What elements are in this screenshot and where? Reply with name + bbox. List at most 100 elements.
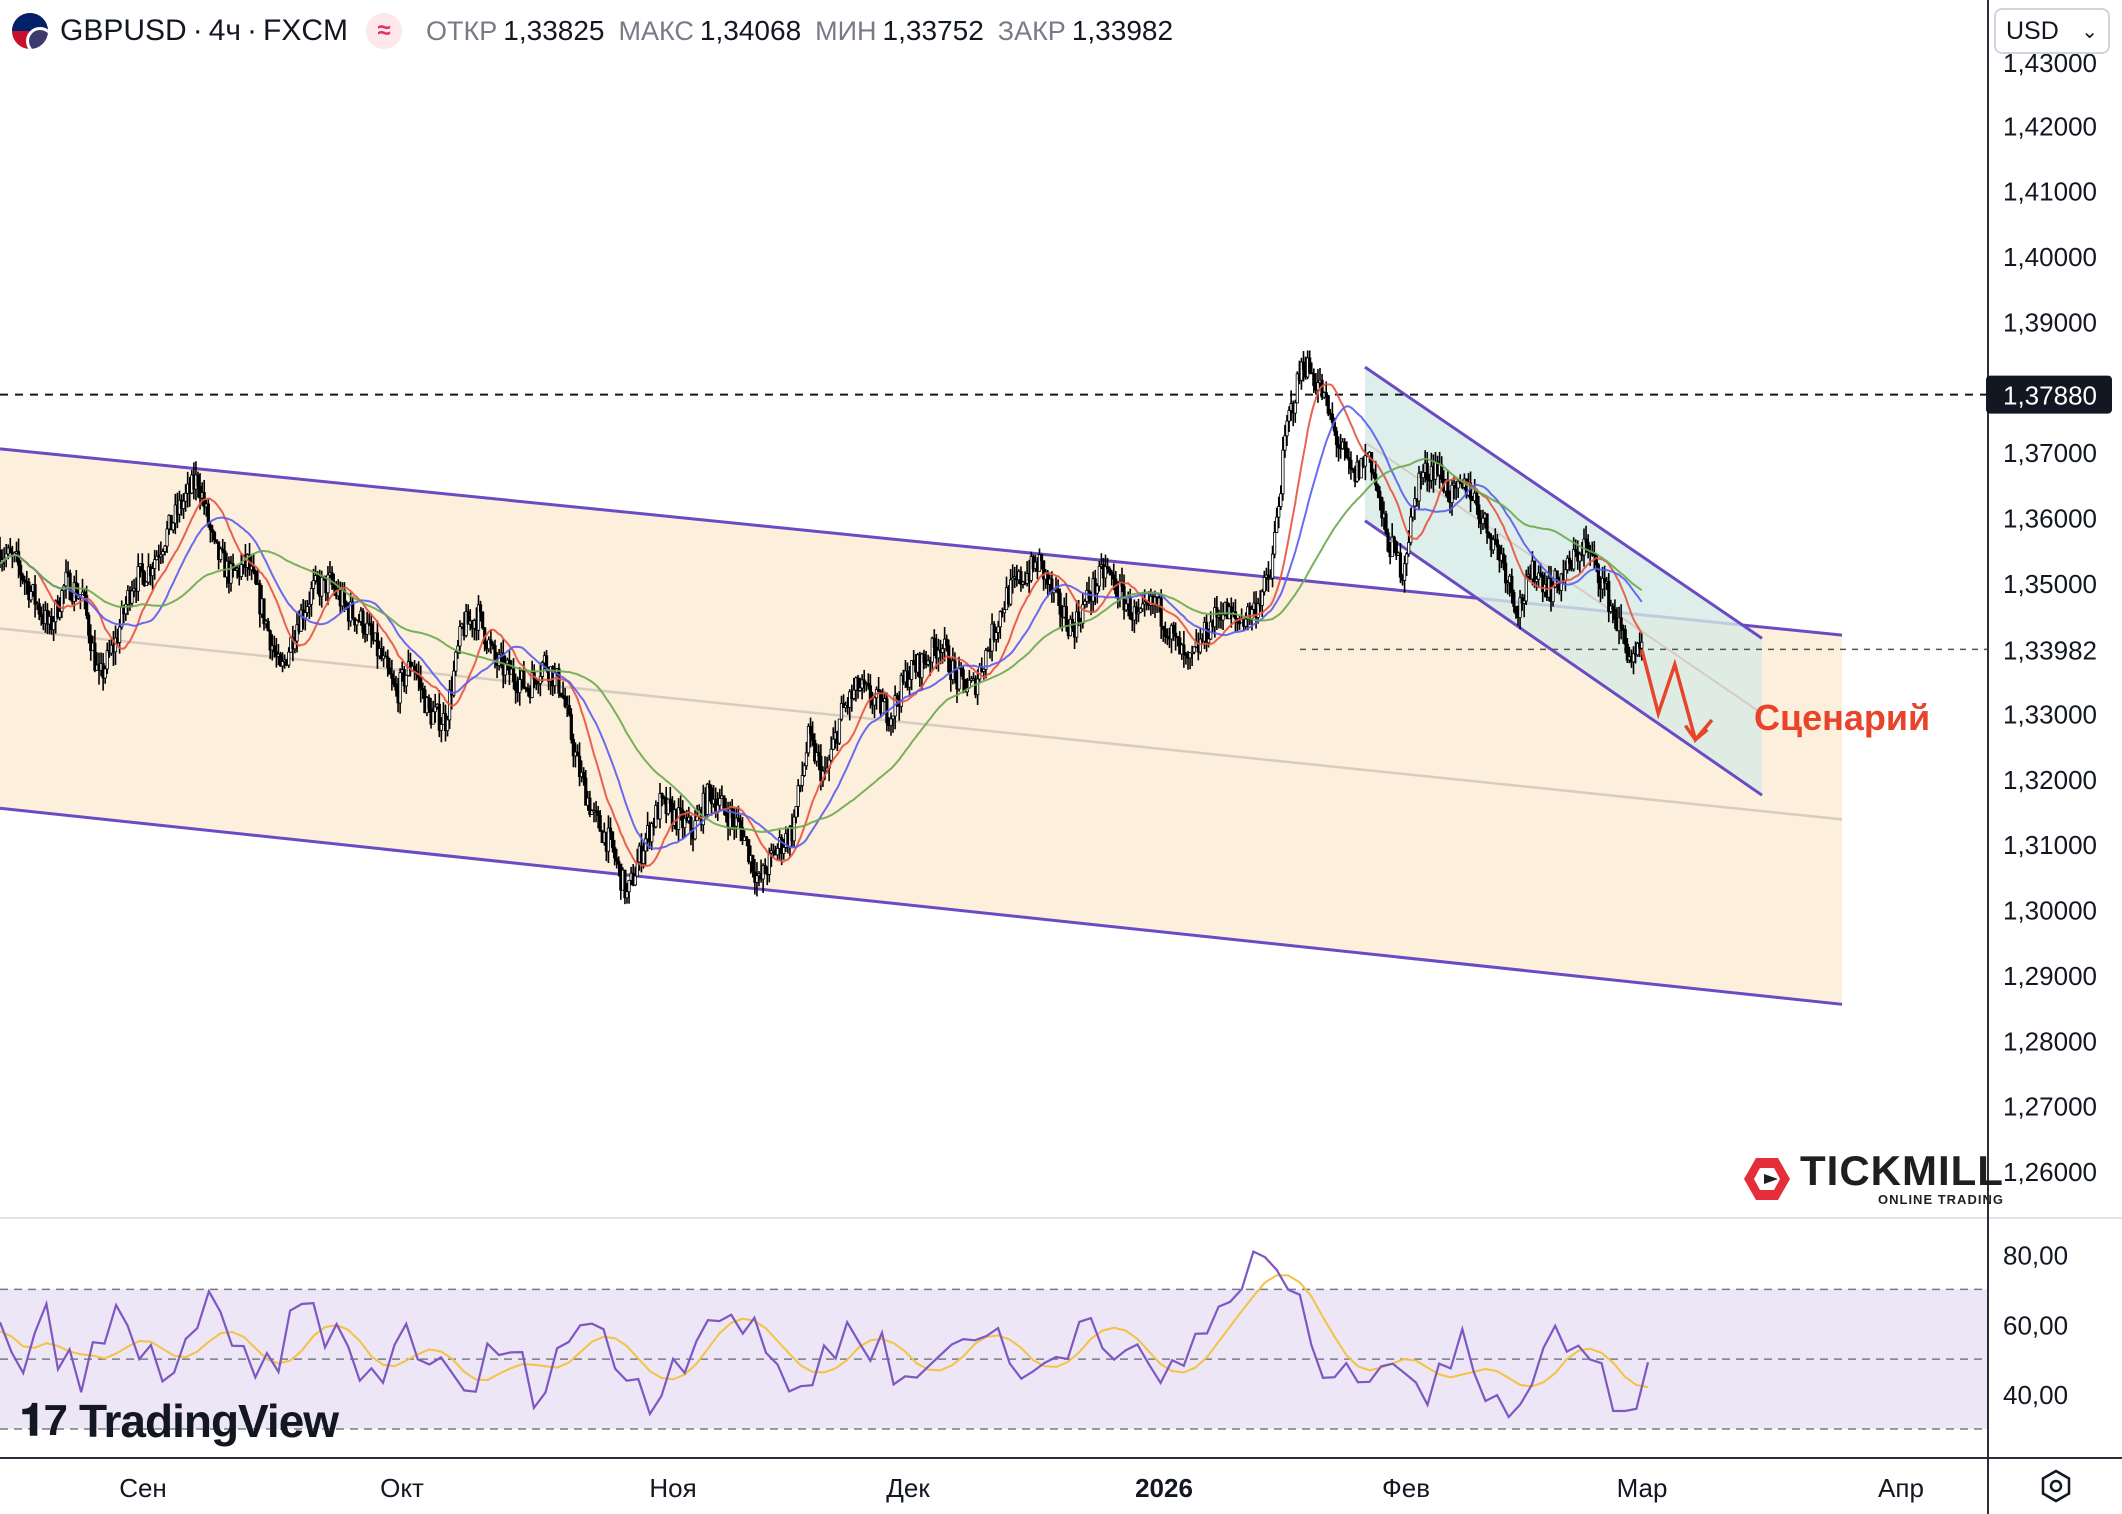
candle-body [369, 623, 373, 636]
interval-label[interactable]: 4ч [208, 14, 242, 47]
candle-body [1159, 597, 1163, 627]
rsi-tick-label: 60,00 [2003, 1310, 2068, 1340]
candle-body [1134, 606, 1139, 615]
candle-body [738, 820, 743, 829]
candle-body [293, 640, 297, 650]
rsi-signal-line[interactable] [0, 1274, 1649, 1389]
candle-body [561, 695, 565, 698]
candle-body [1260, 591, 1264, 606]
candle-body [458, 626, 462, 647]
candle-body [1413, 498, 1417, 507]
candle-body [872, 697, 877, 706]
candle-body [1112, 574, 1116, 580]
price-tick-label: 1,30000 [2003, 896, 2097, 926]
candle-body [1256, 603, 1260, 618]
candle-body [52, 621, 56, 631]
approx-data-icon[interactable]: ≈ [366, 13, 403, 49]
price-axis[interactable]: 1,42000 1,41000 1,40000 1,39000 1,37000 1,360… [1986, 0, 2112, 1514]
candle-body [1136, 611, 1141, 615]
candle-body [1369, 451, 1374, 473]
small-channel-lower-line[interactable] [1364, 519, 1763, 797]
rsi-line[interactable] [0, 1249, 1650, 1419]
time-tick-label: Окт [380, 1473, 424, 1503]
time-axis[interactable]: Сен Окт Ноя Дек 2026 Фев Мар Апр [0, 1457, 2122, 1503]
candle-body [679, 807, 683, 811]
candle-body [811, 733, 815, 741]
candle-body [239, 564, 243, 577]
ma-slow-line[interactable] [0, 457, 1643, 833]
price-tick-label: 1,37000 [2003, 438, 2097, 468]
candle-body [1334, 430, 1339, 446]
candle-body [912, 660, 916, 666]
candle-body [976, 678, 980, 696]
candle-body [617, 860, 621, 865]
candle-body [1347, 457, 1351, 461]
symbol-name[interactable]: GBPUSD [60, 14, 187, 47]
candle-body [1042, 560, 1046, 580]
tradingview-name: TradingView [78, 1395, 339, 1447]
candle-body [635, 861, 639, 877]
candle-body [181, 500, 186, 509]
main-channel-midline [0, 627, 1843, 821]
time-tick-label: Ноя [649, 1473, 696, 1503]
candle-body [1283, 435, 1287, 451]
current-price-label: 1,33982 [2003, 635, 2097, 665]
candle-body [610, 831, 615, 848]
candle-body [136, 566, 140, 592]
candle-body [466, 611, 470, 625]
candle-body [767, 852, 771, 875]
small-channel-upper-line[interactable] [1364, 365, 1763, 640]
low-label: МИН [815, 15, 877, 46]
level-price-tag[interactable] [1986, 375, 2112, 414]
candle-body [326, 574, 330, 594]
ma-fast-line[interactable] [0, 382, 1643, 868]
candle-body [87, 614, 91, 636]
candle-body [910, 660, 914, 680]
candle-body [16, 551, 21, 566]
candle-body [390, 673, 394, 679]
main-channel-lower-line[interactable] [0, 806, 1843, 1006]
candle-body [85, 595, 89, 616]
candle-body [431, 711, 435, 725]
currency-select[interactable]: USD ⌄ [1994, 8, 2110, 54]
candle-body [365, 622, 369, 635]
candle-body [1450, 484, 1454, 504]
candle-body [606, 827, 611, 852]
ma-mid-line[interactable] [0, 405, 1643, 850]
candle-body [278, 653, 283, 667]
candle-body [184, 492, 188, 502]
separator-dot: · [192, 14, 203, 47]
price-tick-label: 1,42000 [2003, 111, 2097, 141]
main-pane[interactable]: Сценарий [0, 350, 2122, 1219]
price-tick-label: 1,27000 [2003, 1092, 2097, 1122]
candle-body [815, 752, 819, 762]
candle-body [394, 683, 398, 691]
candle-body [718, 798, 722, 806]
tradingview-logo[interactable]: 𝟏7 TradingView [20, 1394, 339, 1448]
candle-body [1190, 651, 1194, 654]
candle-body [627, 879, 631, 893]
candle-body [1475, 492, 1479, 506]
candle-body [1407, 542, 1411, 555]
candle-body [311, 580, 316, 589]
settings-gear-icon[interactable] [2038, 1468, 2074, 1504]
candle-body [171, 522, 175, 531]
candle-body [27, 581, 31, 601]
candle-body [1555, 570, 1559, 583]
candle-body [852, 689, 856, 699]
time-tick-label: Мар [1617, 1473, 1668, 1503]
candle-body [476, 604, 481, 631]
scenario-arrowhead [1683, 724, 1709, 743]
candle-body [1176, 636, 1180, 639]
candle-body [823, 769, 827, 772]
candle-body [557, 668, 561, 694]
candle-body [1326, 395, 1330, 414]
candle-body [666, 798, 670, 815]
candle-body [891, 715, 895, 720]
candle-body [1316, 382, 1320, 391]
rsi-pane[interactable] [0, 1249, 1988, 1430]
candle-body [1103, 566, 1108, 579]
candle-body [427, 697, 431, 710]
candle-body [1171, 625, 1176, 634]
